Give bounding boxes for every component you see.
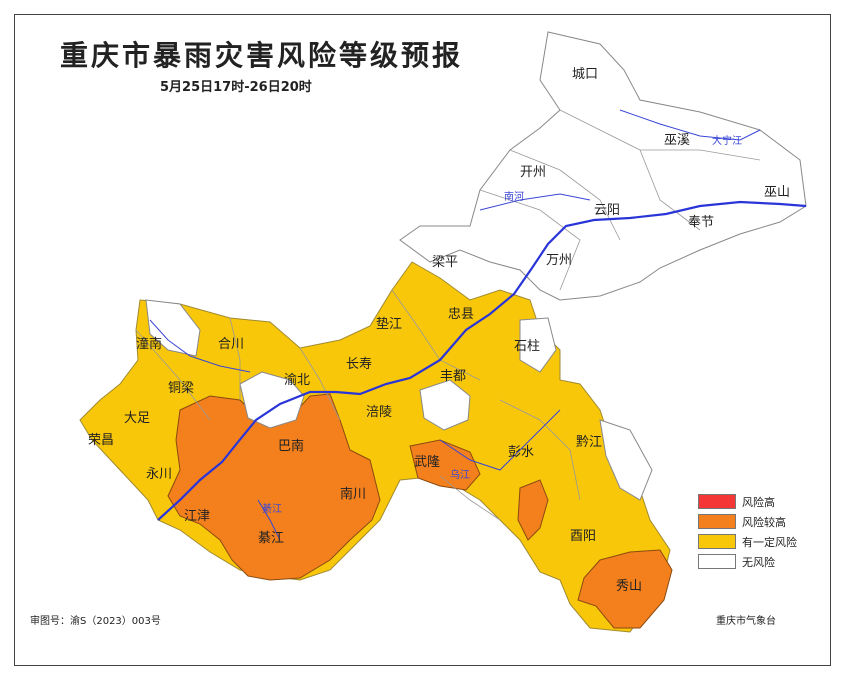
place-qianjiang: 黔江 (576, 435, 602, 450)
legend-item-none: 无风险 (698, 552, 797, 571)
region-northeast-no-risk (399, 31, 807, 301)
place-wulong: 武隆 (414, 455, 440, 470)
legend-swatch-higher (698, 514, 736, 529)
river-label-daning: 大宁江 (712, 134, 742, 147)
map-title: 重庆市暴雨灾害风险等级预报 (60, 39, 464, 72)
place-chengkou: 城口 (572, 67, 598, 82)
map-subtitle: 5月25日17时-26日20时 (160, 80, 312, 95)
place-liangping: 梁平 (432, 255, 458, 270)
place-yubei: 渝北 (284, 372, 310, 388)
place-pengshui: 彭水 (508, 445, 534, 460)
place-fuling: 涪陵 (366, 405, 392, 420)
place-xiushan: 秀山 (616, 579, 642, 594)
district-boundaries (135, 109, 761, 521)
place-banan: 巴南 (278, 438, 304, 454)
place-rongchang: 荣昌 (88, 433, 114, 448)
place-kaizhou: 开州 (520, 165, 546, 180)
approval-number: 审图号：渝S（2023）003号 (30, 616, 161, 627)
place-dazu: 大足 (124, 411, 150, 426)
legend-swatch-none (698, 554, 736, 569)
legend-label-high: 风险高 (742, 495, 775, 509)
river-label-nanhe: 南河 (504, 190, 524, 203)
place-dianjiang: 垫江 (376, 316, 402, 332)
river-minor (149, 109, 761, 541)
legend-item-high: 风险高 (698, 492, 797, 511)
region-youyang-higher-risk (517, 479, 549, 541)
place-zhongxian: 忠县 (448, 307, 474, 322)
legend-swatch-some (698, 534, 736, 549)
place-wuxi: 巫溪 (664, 133, 690, 148)
place-hechuan: 合川 (218, 337, 244, 352)
place-jiangjin: 江津 (184, 509, 210, 524)
place-yongchuan: 永川 (146, 467, 172, 482)
legend-item-higher: 风险较高 (698, 512, 797, 531)
river-label-wujiang: 乌江 (450, 468, 470, 481)
place-qijiang: 綦江 (258, 531, 284, 546)
place-youyang: 酉阳 (570, 529, 596, 544)
river-label-qijiang: 綦江 (262, 502, 282, 515)
region-fuling-no-risk (419, 379, 471, 431)
place-tongliang: 铜梁 (168, 381, 194, 396)
region-wulong-higher-risk (409, 439, 481, 491)
legend-label-some: 有一定风险 (742, 535, 797, 549)
place-shizhu: 石柱 (514, 339, 540, 354)
region-xiushan-higher-risk (577, 549, 673, 629)
place-fengjie: 奉节 (688, 215, 714, 230)
place-nanchuan: 南川 (340, 486, 366, 502)
legend-item-some: 有一定风险 (698, 532, 797, 551)
region-youyang-no-risk (599, 419, 653, 501)
legend: 风险高 风险较高 有一定风险 无风险 (698, 492, 797, 572)
place-wanzhou: 万州 (546, 253, 572, 268)
region-tongnan-no-risk (145, 299, 201, 357)
place-yunyang: 云阳 (594, 203, 620, 218)
legend-label-higher: 风险较高 (742, 515, 786, 529)
river-yangtze (157, 200, 807, 521)
region-chengqu-no-risk (239, 371, 305, 429)
region-shizhu-no-risk (519, 317, 557, 373)
place-wushan: 巫山 (764, 185, 790, 200)
place-changshou: 长寿 (346, 357, 372, 372)
legend-label-none: 无风险 (742, 555, 775, 569)
place-tongnan: 潼南 (136, 336, 162, 352)
place-fengdu: 丰都 (440, 369, 466, 384)
issuer-name: 重庆市气象台 (716, 616, 776, 627)
legend-swatch-high (698, 494, 736, 509)
